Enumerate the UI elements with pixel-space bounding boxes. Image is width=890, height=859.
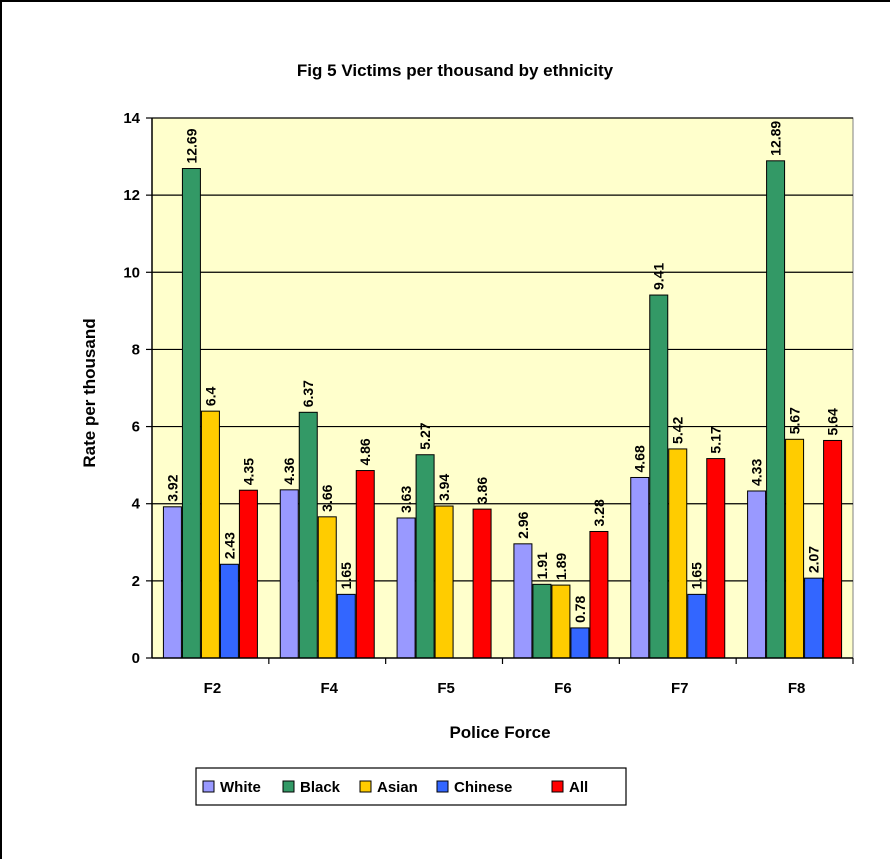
data-label: 3.66	[319, 484, 335, 511]
gridlines	[152, 117, 853, 582]
legend: White Black Asian Chinese All	[195, 767, 627, 806]
legend-swatch-all	[551, 780, 564, 793]
bar-all-f4	[355, 470, 375, 659]
data-label: 4.86	[357, 438, 373, 465]
bar-chinese-f7	[687, 593, 707, 659]
data-label: 4.36	[281, 457, 297, 484]
bar-all-f7	[706, 458, 726, 659]
legend-swatch-white	[202, 780, 215, 793]
x-tick-label: F8	[788, 680, 806, 697]
bar-white-f8	[747, 490, 767, 659]
data-label: 1.91	[534, 552, 550, 579]
data-label: 6.4	[202, 386, 218, 406]
data-label: 5.64	[825, 408, 841, 435]
y-tick-label: 8	[132, 341, 140, 358]
legend-label-black: Black	[300, 779, 341, 796]
y-tick-label: 12	[123, 187, 140, 204]
data-label: 5.67	[787, 407, 803, 434]
data-label: 0.78	[572, 595, 588, 622]
bar-chinese-f6	[570, 627, 590, 659]
data-label: 3.86	[474, 477, 490, 504]
data-label: 5.42	[670, 416, 686, 443]
x-tick-label: F7	[671, 680, 689, 697]
data-label: 3.63	[398, 486, 414, 513]
bar-all-f8	[823, 439, 843, 659]
bar-asian-f2	[200, 410, 220, 659]
bars	[162, 160, 843, 659]
data-label: 1.65	[689, 562, 705, 589]
y-axis-title: Rate per thousand	[80, 318, 99, 467]
bar-white-f6	[513, 543, 533, 659]
legend-label-chinese: Chinese	[454, 779, 512, 796]
legend-label-white: White	[220, 779, 261, 796]
data-label: 3.92	[164, 474, 180, 501]
data-label: 4.68	[632, 445, 648, 472]
y-tick-label: 6	[132, 419, 140, 436]
x-tick-label: F6	[554, 680, 572, 697]
data-label: 9.41	[651, 263, 667, 290]
data-label: 2.96	[515, 511, 531, 538]
bar-asian-f4	[317, 516, 337, 659]
y-tick-label: 4	[132, 496, 141, 513]
bar-asian-f7	[668, 448, 688, 659]
data-label: 12.89	[768, 121, 784, 156]
bar-white-f7	[630, 476, 650, 659]
bar-asian-f6	[551, 584, 571, 659]
chart-title: Fig 5 Victims per thousand by ethnicity	[297, 61, 614, 80]
y-tick-label: 14	[123, 110, 140, 127]
plot-area	[151, 117, 854, 659]
bar-chinese-f4	[336, 593, 356, 659]
axes: 0 2 4 6 8 10 12 14 F2 F4 F5 F6 F7 F8	[123, 110, 854, 697]
legend-label-all: All	[569, 779, 588, 796]
bar-black-f5	[415, 454, 435, 659]
bar-white-f2	[162, 506, 182, 659]
data-label: 12.69	[183, 128, 199, 163]
data-label: 2.43	[221, 532, 237, 559]
data-labels: 3.92 4.36 3.63 2.96 4.68 4.33 12.69 6.37 5.27 1.9…	[164, 121, 840, 623]
data-label: 1.89	[553, 553, 569, 580]
bar-black-f4	[298, 411, 318, 659]
data-label: 3.94	[436, 474, 452, 501]
bar-asian-f8	[785, 438, 805, 659]
bar-white-f5	[396, 517, 416, 659]
data-label: 5.27	[417, 422, 433, 449]
bar-all-f5	[472, 508, 492, 659]
y-tick-label: 2	[132, 573, 140, 590]
bar-black-f8	[766, 160, 786, 659]
y-tick-label: 10	[123, 264, 140, 281]
bar-all-f6	[589, 530, 609, 659]
legend-swatch-asian	[359, 780, 372, 793]
data-label: 3.28	[591, 499, 607, 526]
legend-swatch-chinese	[436, 780, 449, 793]
data-label: 4.35	[240, 458, 256, 485]
data-label: 2.07	[806, 546, 822, 573]
bar-black-f6	[532, 583, 552, 659]
legend-label-asian: Asian	[377, 779, 418, 796]
bar-chinese-f2	[219, 563, 239, 659]
bar-chinese-f8	[804, 577, 824, 659]
data-label: 5.17	[708, 426, 724, 453]
y-tick-label: 0	[132, 650, 140, 667]
x-axis-title: Police Force	[449, 723, 550, 742]
bar-black-f7	[649, 294, 669, 659]
data-label: 1.65	[338, 562, 354, 589]
data-label: 4.33	[749, 459, 765, 486]
bar-black-f2	[181, 168, 201, 659]
bar-white-f4	[279, 489, 299, 659]
x-tick-label: F4	[320, 680, 338, 697]
x-tick-label: F2	[204, 680, 222, 697]
bar-asian-f5	[434, 505, 454, 659]
legend-swatch-black	[282, 780, 295, 793]
data-label: 6.37	[300, 380, 316, 407]
bar-all-f2	[238, 489, 258, 659]
x-tick-label: F5	[437, 680, 455, 697]
